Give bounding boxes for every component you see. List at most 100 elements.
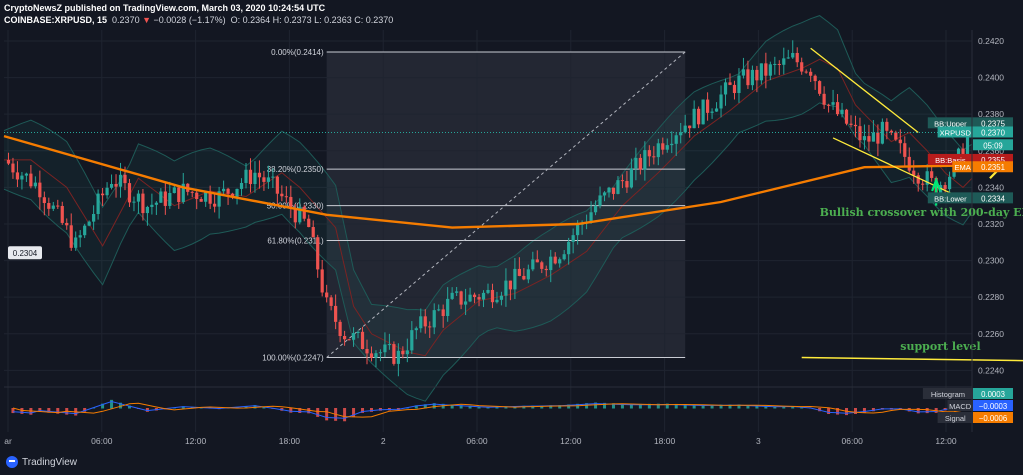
- macd-histogram-bar: [665, 403, 669, 409]
- candle-body: [369, 353, 374, 358]
- macd-tag-name-bg: [922, 388, 973, 399]
- candle-body: [930, 171, 934, 178]
- macd-histogram-bar: [361, 408, 365, 413]
- price-tag-name: BB:Basis: [935, 156, 966, 165]
- candle-body: [737, 75, 741, 94]
- candle-body: [795, 52, 799, 63]
- candle-body: [701, 99, 705, 125]
- candle-body: [213, 203, 217, 207]
- candle-body: [275, 176, 279, 194]
- candle-body: [607, 187, 611, 193]
- macd-histogram-bar: [818, 408, 822, 412]
- candle-body: [230, 193, 235, 197]
- candle-body: [889, 130, 893, 133]
- y-tick-label: 0.2420: [978, 36, 1004, 46]
- macd-histogram-bar: [764, 405, 768, 409]
- candle-body: [831, 102, 835, 105]
- candle-body: [195, 192, 199, 200]
- candle-body: [172, 187, 176, 194]
- candle-body: [598, 195, 602, 206]
- x-tick-label: 06:00: [842, 436, 864, 446]
- candle-body: [239, 182, 244, 189]
- candle-body: [168, 193, 172, 206]
- candle-body: [181, 183, 185, 203]
- price-tag-name: BB:Lower: [934, 194, 967, 203]
- candle-body: [723, 82, 728, 95]
- candle-body: [853, 124, 858, 127]
- macd-histogram-bar: [369, 408, 373, 412]
- candle-body: [755, 69, 759, 81]
- macd-histogram-bar: [262, 406, 266, 409]
- candle-body: [109, 184, 114, 188]
- y-tick-label: 0.2380: [978, 109, 1004, 119]
- candle-body: [387, 344, 392, 346]
- bollinger-fill: [4, 15, 972, 402]
- candle-body: [504, 280, 508, 296]
- candle-body: [719, 94, 723, 109]
- publisher-line: CryptoNewsZ published on TradingView.com…: [4, 3, 325, 13]
- macd-histogram-bar: [549, 405, 553, 409]
- candle-body: [818, 81, 822, 94]
- candle-body: [925, 171, 929, 185]
- last-price: 0.2370: [112, 15, 140, 25]
- macd-histogram-bar: [737, 404, 741, 409]
- candle-body: [638, 157, 642, 170]
- candle-body: [629, 168, 634, 188]
- macd-histogram-bar: [611, 403, 615, 409]
- candle-body: [791, 52, 795, 58]
- macd-histogram-bar: [253, 405, 257, 409]
- candle-body: [840, 109, 844, 115]
- candle-body: [262, 177, 266, 182]
- candle-body: [844, 109, 849, 124]
- candle-body: [289, 196, 293, 209]
- y-tick-label: 0.2360: [978, 146, 1004, 156]
- price-tag-value-bg: [973, 153, 1013, 165]
- macd-histogram-bar: [692, 404, 696, 409]
- price-tag-value: 0.2334: [981, 194, 1006, 203]
- candle-body: [271, 176, 275, 178]
- macd-histogram-bar: [83, 408, 87, 412]
- macd-histogram-bar: [719, 404, 723, 409]
- candle-body: [764, 63, 768, 76]
- x-tick-label: 12:00: [935, 436, 957, 446]
- candle-body: [562, 254, 566, 260]
- candle-body: [378, 352, 383, 354]
- candle-body: [903, 143, 907, 157]
- candle-body: [558, 259, 562, 264]
- candle-body: [643, 150, 647, 170]
- macd-histogram-bar: [683, 404, 687, 409]
- candle-body: [683, 125, 687, 133]
- macd-tag-value: −0.0003: [979, 402, 1007, 411]
- macd-histogram-bar: [585, 403, 589, 409]
- candle-body: [6, 159, 11, 164]
- macd-histogram-bar: [298, 408, 302, 414]
- fib-level-label: 100.00%(0.2247): [262, 354, 324, 363]
- candle-body: [589, 212, 593, 223]
- macd-histogram-bar: [477, 406, 481, 409]
- candle-body: [51, 205, 55, 209]
- price-tag-name-bg: [927, 192, 973, 204]
- macd-histogram-bar: [38, 408, 42, 412]
- support-level-line: [801, 356, 1023, 362]
- price-tag-value-bg: [973, 192, 1013, 204]
- candle-body: [777, 63, 781, 65]
- candle-body: [786, 57, 790, 59]
- candle-body: [221, 188, 226, 192]
- candle-body: [11, 163, 15, 173]
- price-tag-value: 0.2355: [981, 156, 1006, 165]
- x-tick-label: 12:00: [185, 436, 207, 446]
- candle-body: [513, 268, 517, 290]
- candle-body: [468, 294, 472, 302]
- candle-body: [235, 188, 239, 197]
- candle-body: [298, 206, 302, 223]
- x-tick-label: 12:00: [560, 436, 582, 446]
- candle-body: [517, 268, 521, 276]
- macd-histogram-bar: [782, 406, 786, 409]
- ohlc-values: O: 0.2364 H: 0.2373 L: 0.2363 C: 0.2370: [230, 15, 394, 25]
- candle-body: [947, 176, 952, 190]
- price-tag-name-bg: [927, 117, 973, 129]
- candle-body: [535, 259, 539, 263]
- macd-histogram-bar: [486, 407, 490, 409]
- price-tag-value: 0.2375: [981, 119, 1006, 128]
